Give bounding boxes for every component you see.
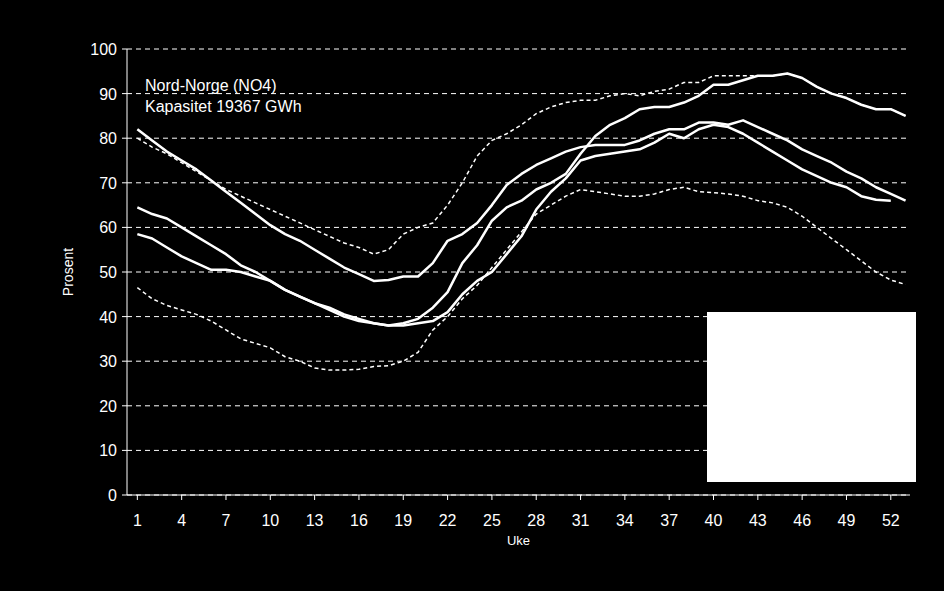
x-tick-label: 31 <box>572 512 590 529</box>
y-tick <box>122 405 127 406</box>
x-tick-label: 40 <box>705 512 723 529</box>
x-tick <box>536 495 537 500</box>
x-tick <box>270 495 271 500</box>
background <box>0 0 944 591</box>
x-tick-label: 49 <box>838 512 856 529</box>
y-tick-label: 100 <box>90 41 117 58</box>
chart: 0 10 20 30 40 50 60 70 80 90 100 1 4 7 10 13 16 19 22 25 28 3… <box>0 0 944 591</box>
x-tick-label: 46 <box>793 512 811 529</box>
x-tick-label: 25 <box>483 512 501 529</box>
y-tick-label: 50 <box>99 264 117 281</box>
grid-line <box>127 495 910 496</box>
x-tick <box>225 495 226 500</box>
y-tick-label: 0 <box>108 487 117 504</box>
y-tick <box>122 316 127 317</box>
y-tick <box>122 93 127 94</box>
y-tick <box>122 138 127 139</box>
x-tick-label: 7 <box>222 512 231 529</box>
y-tick-label: 30 <box>99 353 117 370</box>
y-tick-label: 40 <box>99 309 117 326</box>
grid-line <box>127 227 910 228</box>
x-tick <box>580 495 581 500</box>
y-tick-label: 10 <box>99 442 117 459</box>
y-tick <box>122 361 127 362</box>
y-tick <box>122 227 127 228</box>
x-tick-label: 19 <box>394 512 412 529</box>
grid-line <box>127 182 910 183</box>
y-tick-label: 70 <box>99 175 117 192</box>
x-tick-label: 28 <box>527 512 545 529</box>
x-tick-label: 4 <box>177 512 186 529</box>
x-tick <box>669 495 670 500</box>
y-axis <box>127 49 128 495</box>
x-tick <box>846 495 847 500</box>
x-tick <box>358 495 359 500</box>
series-line <box>137 74 905 326</box>
x-tick <box>624 495 625 500</box>
x-tick-label: 52 <box>882 512 900 529</box>
grid-line <box>127 49 910 50</box>
series-line <box>137 74 905 255</box>
x-tick-label: 16 <box>350 512 368 529</box>
x-tick-label: 43 <box>749 512 767 529</box>
x-tick-label: 10 <box>261 512 279 529</box>
subtitle: Kapasitet 19367 GWh <box>145 98 302 115</box>
x-tick-label: 13 <box>306 512 324 529</box>
x-tick-label: 37 <box>660 512 678 529</box>
x-tick <box>491 495 492 500</box>
y-tick <box>122 495 127 496</box>
x-tick <box>757 495 758 500</box>
y-tick-label: 20 <box>99 398 117 415</box>
x-axis-label: Uke <box>507 533 530 548</box>
y-tick-label: 60 <box>99 219 117 236</box>
x-tick <box>447 495 448 500</box>
x-tick <box>890 495 891 500</box>
x-tick-label: 1 <box>133 512 142 529</box>
y-axis-label: Prosent <box>60 248 76 296</box>
x-tick <box>137 495 138 500</box>
y-tick <box>122 450 127 451</box>
x-tick <box>314 495 315 500</box>
x-tick <box>181 495 182 500</box>
title: Nord-Norge (NO4) <box>145 77 277 94</box>
blank-box <box>707 312 916 482</box>
grid-line <box>127 138 910 139</box>
series-line <box>137 125 890 326</box>
y-tick <box>122 182 127 183</box>
y-tick-label: 80 <box>99 130 117 147</box>
x-tick-label: 34 <box>616 512 634 529</box>
x-tick-label: 22 <box>439 512 457 529</box>
y-tick <box>122 272 127 273</box>
x-tick <box>403 495 404 500</box>
x-axis <box>127 495 910 496</box>
x-tick <box>802 495 803 500</box>
x-tick <box>713 495 714 500</box>
y-tick <box>122 49 127 50</box>
y-tick-label: 90 <box>99 86 117 103</box>
